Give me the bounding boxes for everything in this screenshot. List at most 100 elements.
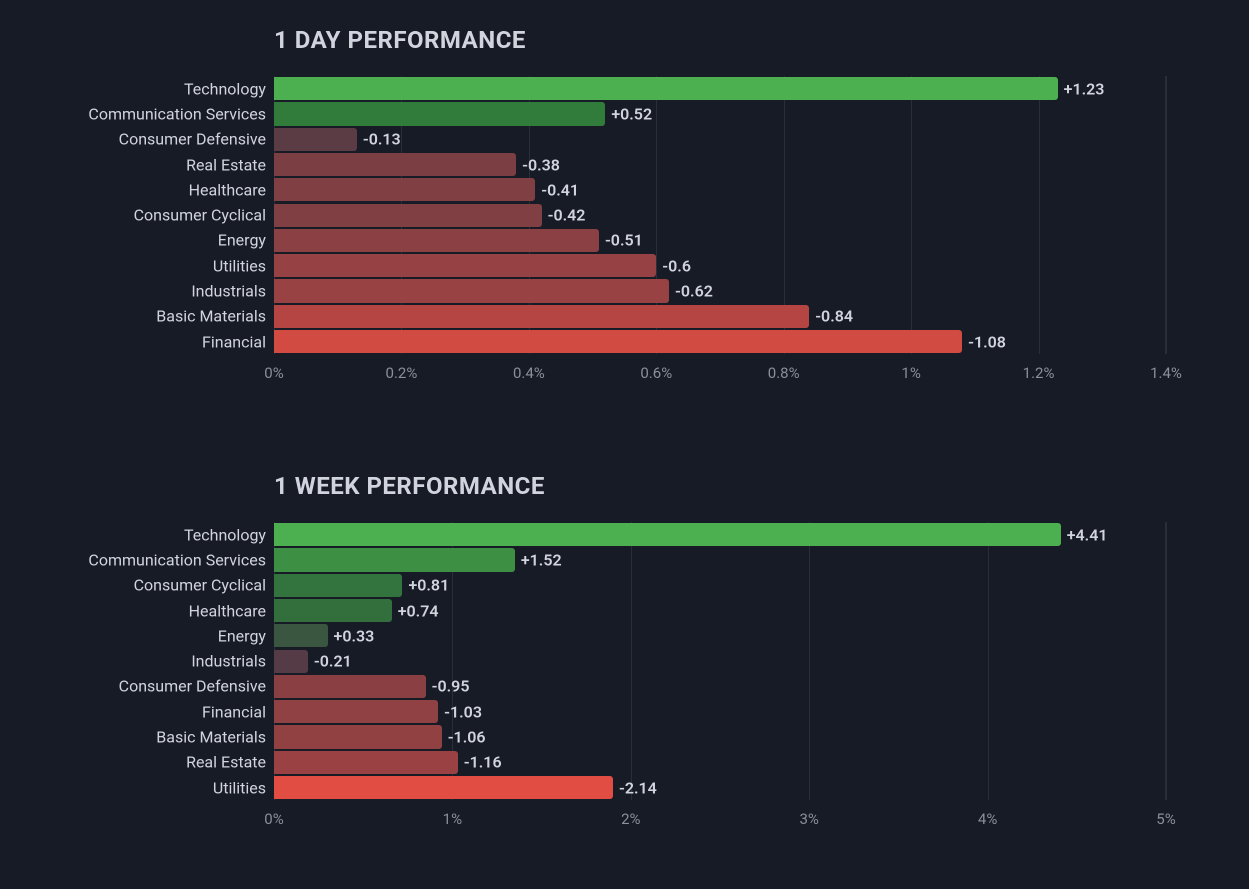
category-label: Financial <box>202 702 266 721</box>
x-axis-tick-label: 2% <box>621 810 640 828</box>
x-axis-tick-label: 0.2% <box>386 364 418 382</box>
bar-row: Technology+1.23 <box>274 76 1165 101</box>
bar-value-label: -0.84 <box>815 307 853 326</box>
category-label: Financial <box>202 332 266 351</box>
x-axis-tick-label: 5% <box>1156 810 1175 828</box>
bar-value-label: +0.81 <box>408 576 449 595</box>
category-label: Healthcare <box>189 601 266 620</box>
bar-row: Industrials-0.62 <box>274 278 1165 303</box>
bar-value-label: -0.62 <box>675 282 713 301</box>
x-axis-tick-label: 1.4% <box>1150 364 1182 382</box>
category-label: Industrials <box>191 282 266 301</box>
bar-value-label: -0.13 <box>363 130 401 149</box>
bar-value-label: -0.42 <box>548 206 586 225</box>
bar <box>274 254 656 277</box>
bar <box>274 548 515 571</box>
gridline <box>1166 522 1167 800</box>
category-label: Basic Materials <box>156 728 266 747</box>
bar <box>274 305 809 328</box>
bar-row: Real Estate-1.16 <box>274 750 1165 775</box>
x-axis-tick-label: 3% <box>799 810 818 828</box>
category-label: Energy <box>218 231 266 250</box>
plot-area: Technology+1.23Communication Services+0.… <box>274 76 1166 354</box>
category-label: Consumer Cyclical <box>134 576 266 595</box>
bar-value-label: -0.21 <box>314 652 352 671</box>
category-label: Communication Services <box>88 550 266 569</box>
x-axis-tick-label: 0% <box>264 364 283 382</box>
bar <box>274 523 1061 546</box>
bar <box>274 574 402 597</box>
x-axis-tick-label: 1% <box>443 810 462 828</box>
bar-value-label: +0.74 <box>398 601 439 620</box>
bar <box>274 624 328 647</box>
bar <box>274 650 308 673</box>
bar <box>274 153 516 176</box>
bar <box>274 77 1058 100</box>
bar-row: Energy-0.51 <box>274 228 1165 253</box>
category-label: Basic Materials <box>156 307 266 326</box>
bar-value-label: -2.14 <box>619 778 657 797</box>
bar <box>274 279 669 302</box>
chart-title: 1 WEEK PERFORMANCE <box>274 472 545 500</box>
bar-row: Basic Materials-1.06 <box>274 724 1165 749</box>
bar <box>274 102 605 125</box>
bar-value-label: -0.38 <box>522 155 560 174</box>
bar-row: Healthcare+0.74 <box>274 598 1165 623</box>
bar-value-label: -1.06 <box>448 728 486 747</box>
bar <box>274 599 392 622</box>
x-axis-tick-label: 4% <box>978 810 997 828</box>
category-label: Consumer Defensive <box>119 130 266 149</box>
bar <box>274 776 613 799</box>
x-axis-tick-label: 0.6% <box>640 364 672 382</box>
bar <box>274 675 426 698</box>
category-label: Technology <box>184 525 266 544</box>
x-axis-tick-label: 1% <box>901 364 920 382</box>
bar-value-label: -1.03 <box>444 702 482 721</box>
bar <box>274 700 438 723</box>
bar-value-label: -0.41 <box>541 180 579 199</box>
category-label: Healthcare <box>189 180 266 199</box>
bar-value-label: +0.52 <box>611 104 652 123</box>
x-axis-tick-label: 1.2% <box>1023 364 1055 382</box>
category-label: Consumer Cyclical <box>134 206 266 225</box>
bar-row: Industrials-0.21 <box>274 649 1165 674</box>
bar <box>274 178 535 201</box>
bar-value-label: -1.08 <box>968 332 1006 351</box>
bar-row: Consumer Defensive-0.95 <box>274 674 1165 699</box>
bar-value-label: -1.16 <box>464 753 502 772</box>
bar-value-label: -0.6 <box>662 256 691 275</box>
chart-title: 1 DAY PERFORMANCE <box>274 26 526 54</box>
category-label: Real Estate <box>186 155 266 174</box>
bar <box>274 725 442 748</box>
bar-value-label: -0.95 <box>432 677 470 696</box>
category-label: Technology <box>184 79 266 98</box>
bar-row: Financial-1.03 <box>274 699 1165 724</box>
x-axis-tick-label: 0% <box>264 810 283 828</box>
gridline <box>1166 76 1167 354</box>
plot-area: Technology+4.41Communication Services+1.… <box>274 522 1166 800</box>
bar <box>274 204 542 227</box>
bar-row: Basic Materials-0.84 <box>274 304 1165 329</box>
category-label: Utilities <box>213 778 266 797</box>
category-label: Real Estate <box>186 753 266 772</box>
bar-row: Utilities-2.14 <box>274 775 1165 800</box>
bar <box>274 229 599 252</box>
bar <box>274 128 357 151</box>
bar-value-label: +1.52 <box>521 550 562 569</box>
bar-row: Financial-1.08 <box>274 329 1165 354</box>
x-axis-tick-label: 0.8% <box>768 364 800 382</box>
bar-value-label: +4.41 <box>1067 525 1108 544</box>
bar-row: Technology+4.41 <box>274 522 1165 547</box>
bar-row: Healthcare-0.41 <box>274 177 1165 202</box>
bar-value-label: +1.23 <box>1064 79 1105 98</box>
category-label: Industrials <box>191 652 266 671</box>
bar-value-label: +0.33 <box>334 626 375 645</box>
category-label: Energy <box>218 626 266 645</box>
category-label: Consumer Defensive <box>119 677 266 696</box>
category-label: Communication Services <box>88 104 266 123</box>
bar-row: Communication Services+1.52 <box>274 547 1165 572</box>
bar-row: Consumer Cyclical-0.42 <box>274 203 1165 228</box>
bar <box>274 330 962 353</box>
bar-row: Consumer Defensive-0.13 <box>274 127 1165 152</box>
bar-row: Consumer Cyclical+0.81 <box>274 573 1165 598</box>
